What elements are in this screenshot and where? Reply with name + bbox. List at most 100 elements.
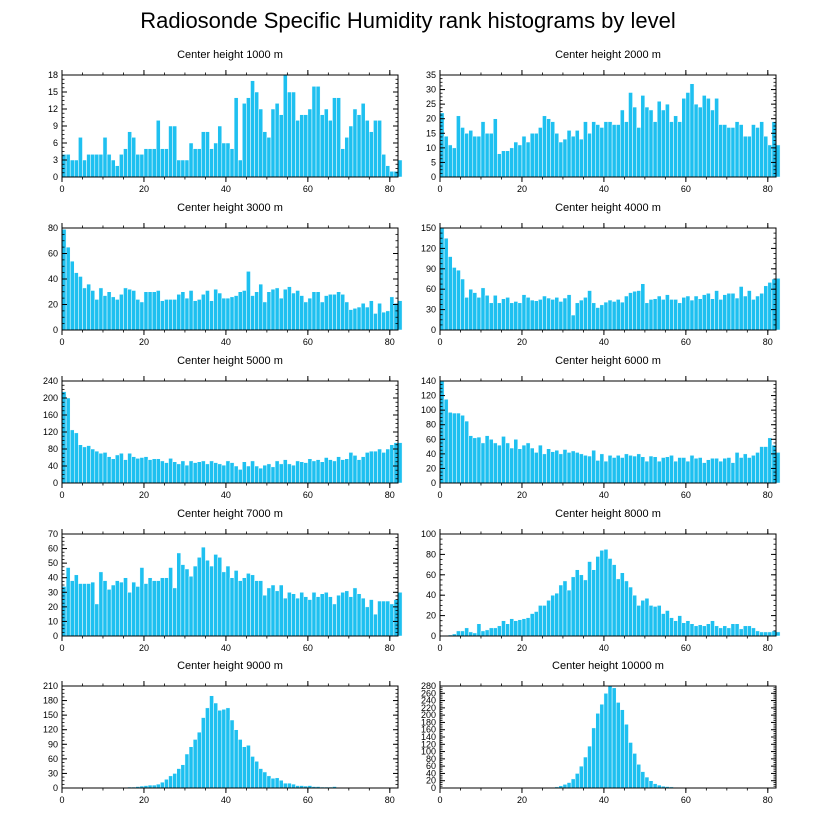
histogram-bar — [139, 154, 145, 178]
x-tick-label: 60 — [303, 184, 313, 194]
y-tick-label: 80 — [426, 754, 436, 764]
histogram-bar — [497, 625, 502, 637]
histogram-bar — [669, 121, 674, 178]
y-tick-label: 40 — [426, 590, 436, 600]
histogram-bar — [447, 144, 453, 178]
histogram-bar — [184, 568, 190, 637]
y-tick-label: 20 — [48, 300, 58, 310]
histogram-bar — [278, 114, 284, 178]
histogram-bar — [722, 294, 728, 331]
histogram-bar — [648, 455, 654, 484]
histogram-bar — [488, 627, 494, 637]
histogram-bar — [587, 745, 592, 789]
histogram-bar — [172, 461, 177, 484]
histogram-bar — [730, 623, 736, 637]
histogram-bar — [397, 442, 403, 484]
histogram-bar — [599, 550, 605, 637]
panel-6: Center height 6000 m 0 20 40 60 80 100 120 140 0 2… — [421, 355, 781, 500]
histogram-bar — [332, 294, 337, 331]
panel-3: Center height 3000 m 0 20 40 60 80 0 20 40 60 80 — [48, 202, 403, 347]
histogram-bar — [517, 302, 523, 331]
histogram-bar — [291, 464, 296, 484]
histogram-bar — [172, 587, 177, 637]
histogram-bar — [82, 287, 87, 331]
y-tick-label: 40 — [426, 768, 436, 778]
x-tick-label: 20 — [139, 184, 149, 194]
y-tick-label: 60 — [426, 570, 436, 580]
histogram-bar — [225, 707, 231, 789]
histogram-bar — [119, 453, 124, 484]
y-tick-label: 6 — [53, 138, 58, 148]
histogram-bar — [348, 125, 354, 178]
x-tick-label: 40 — [221, 337, 231, 347]
histogram-bar — [115, 454, 120, 484]
x-tick-label: 0 — [59, 337, 64, 347]
histogram-bar — [266, 587, 272, 637]
histogram-bar — [90, 290, 96, 331]
panel-title: Center height 10000 m — [552, 660, 664, 672]
histogram-bar — [464, 627, 469, 637]
histogram-bar — [472, 437, 478, 484]
histogram-bar — [628, 92, 633, 178]
histogram-bar — [759, 121, 764, 178]
panel-1: Center height 1000 m 0 3 6 9 12 15 18 0 20 40 60 80 — [48, 49, 403, 194]
histogram-bar — [168, 125, 173, 178]
histogram-bar — [155, 458, 161, 484]
histogram-bar — [172, 299, 177, 331]
histogram-bar — [521, 135, 527, 178]
histogram-bar — [747, 135, 752, 178]
histogram-bar — [110, 159, 116, 178]
x-tick-label: 40 — [599, 337, 609, 347]
histogram-bar — [274, 287, 280, 331]
histogram-bar — [669, 455, 674, 484]
histogram-bar — [644, 460, 650, 484]
y-tick-label: 35 — [426, 70, 436, 80]
histogram-bar — [570, 450, 576, 484]
histogram-bar — [636, 453, 642, 484]
histogram-bar — [595, 124, 601, 178]
histogram-bar — [176, 768, 182, 789]
histogram-bar — [270, 288, 276, 331]
y-tick-label: 20 — [48, 602, 58, 612]
histogram-bar — [443, 135, 449, 178]
histogram-bar — [533, 452, 539, 484]
histogram-bar — [558, 584, 564, 637]
histogram-bar — [447, 256, 453, 331]
histogram-bar — [620, 709, 625, 789]
histogram-bar — [360, 456, 366, 484]
histogram-bar — [65, 154, 71, 178]
x-tick-label: 80 — [763, 337, 773, 347]
histogram-bar — [61, 154, 67, 178]
y-tick-label: 30 — [426, 305, 436, 315]
y-tick-label: 0 — [431, 172, 436, 182]
panel-title: Center height 5000 m — [177, 355, 283, 367]
histogram-bar — [480, 630, 486, 637]
histogram-bar — [135, 458, 141, 484]
histogram-bar — [78, 276, 83, 331]
histogram-bar — [82, 583, 87, 637]
histogram-bar — [763, 285, 769, 331]
histogram-bar — [176, 552, 182, 637]
histogram-bar — [697, 106, 703, 178]
histogram-bar — [119, 154, 124, 178]
histogram-bar — [570, 778, 576, 789]
y-tick-label: 20 — [426, 114, 436, 124]
histogram-bar — [759, 293, 764, 331]
histogram-bar — [665, 610, 670, 637]
histogram-bar — [681, 622, 687, 637]
histogram-bar — [468, 130, 474, 178]
histogram-bar — [554, 297, 560, 331]
histogram-bar — [328, 596, 333, 637]
histogram-bar — [106, 456, 112, 484]
histogram-bar — [607, 299, 613, 331]
histogram-bar — [472, 292, 478, 331]
histogram-bar — [714, 457, 719, 484]
histogram-bar — [759, 631, 764, 637]
histogram-bar — [299, 461, 305, 484]
x-tick-label: 20 — [139, 337, 149, 347]
panel-8: Center height 8000 m 0 20 40 60 80 100 0 20 40 60 8… — [421, 508, 781, 653]
histogram-bar — [665, 456, 670, 484]
x-tick-label: 80 — [385, 643, 395, 653]
histogram-bar — [262, 464, 268, 484]
panel-9: Center height 9000 m 0 30 60 90 120 150 180 210 0… — [43, 660, 399, 805]
